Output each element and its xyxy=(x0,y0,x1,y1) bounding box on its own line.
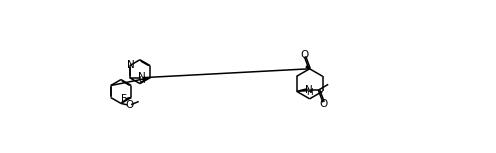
Text: H: H xyxy=(306,88,312,97)
Text: F: F xyxy=(121,94,126,104)
Text: O: O xyxy=(125,100,134,110)
Text: H: H xyxy=(138,76,145,85)
Text: N: N xyxy=(138,72,146,82)
Text: O: O xyxy=(301,50,309,60)
Polygon shape xyxy=(306,66,310,69)
Text: O: O xyxy=(320,99,328,109)
Text: N: N xyxy=(306,85,313,95)
Polygon shape xyxy=(297,89,307,91)
Text: N: N xyxy=(126,60,134,70)
